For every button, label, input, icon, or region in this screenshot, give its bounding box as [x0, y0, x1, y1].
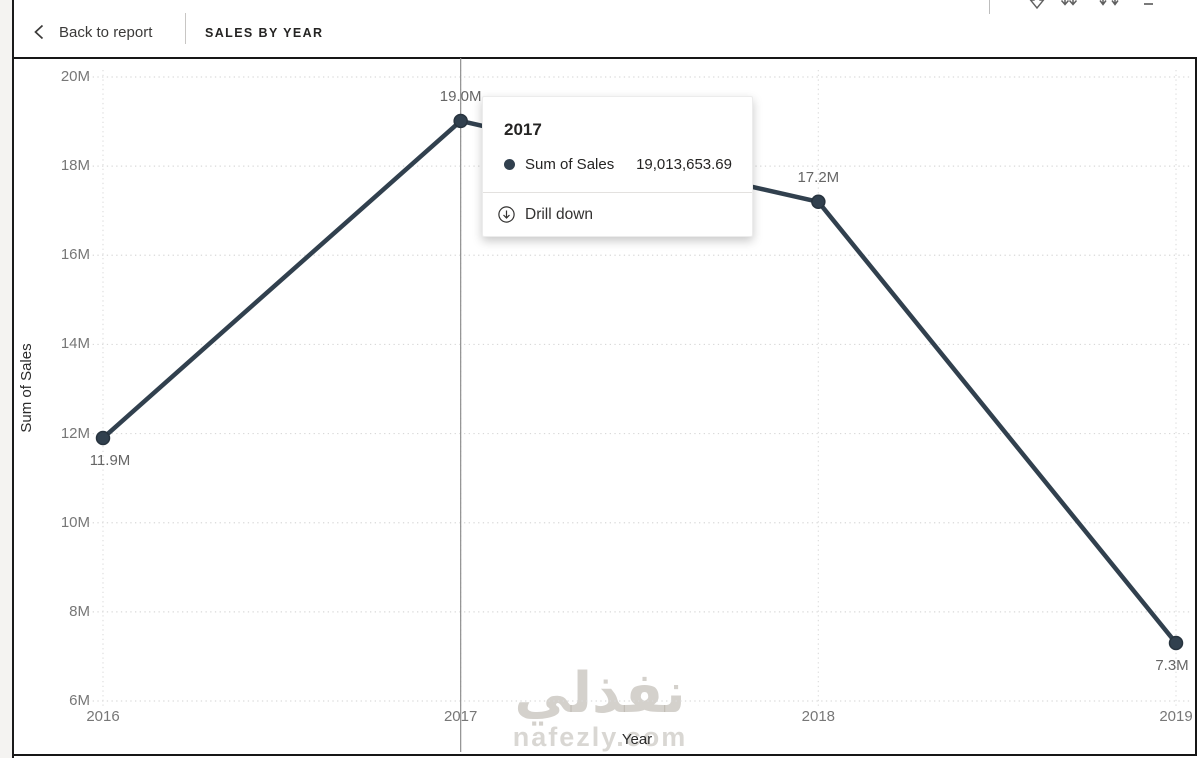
- tooltip-series-row: Sum of Sales 19,013,653.69: [504, 155, 732, 174]
- tooltip-series-label: Sum of Sales: [525, 156, 615, 173]
- back-to-report-button[interactable]: Back to report: [32, 18, 152, 46]
- expand-all-levels-icon[interactable]: [1098, 0, 1120, 13]
- tooltip-series-value: 19,013,653.69: [636, 156, 732, 173]
- series-marker-dot: [504, 159, 515, 170]
- toolbar-right-divider: [989, 0, 990, 14]
- visual-title: SALES BY YEAR: [205, 26, 324, 40]
- circled-down-arrow-icon: [498, 206, 515, 223]
- focus-mode-toolbar: Back to report SALES BY YEAR: [14, 0, 1200, 57]
- tooltip-divider: [483, 192, 752, 193]
- drill-down-menu-item[interactable]: Drill down: [483, 193, 752, 236]
- go-to-next-level-icon[interactable]: [1058, 0, 1080, 13]
- tooltip-title: 2017: [504, 120, 542, 139]
- drill-down-label: Drill down: [525, 205, 594, 223]
- minimize-dash-icon[interactable]: [1144, 3, 1153, 5]
- back-to-report-label: Back to report: [59, 23, 153, 41]
- chart-tooltip: 2017 Sum of Sales 19,013,653.69 Drill do…: [482, 96, 753, 237]
- drill-down-toggle-icon[interactable]: [1026, 0, 1048, 13]
- chevron-left-icon: [34, 24, 44, 40]
- left-gutter: [0, 0, 14, 758]
- toolbar-divider: [185, 13, 186, 44]
